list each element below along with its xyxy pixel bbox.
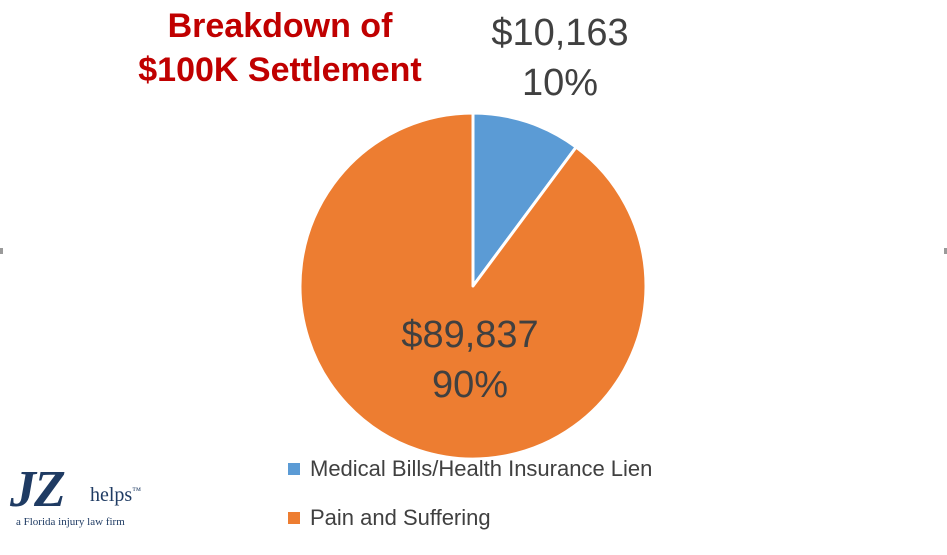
logo-tagline: a Florida injury law firm bbox=[16, 516, 125, 528]
legend: Medical Bills/Health Insurance Lien Pain… bbox=[288, 456, 653, 555]
logo-jz: JZ bbox=[10, 461, 66, 518]
legend-label-medical: Medical Bills/Health Insurance Lien bbox=[310, 456, 653, 481]
edge-handle-left bbox=[0, 248, 3, 254]
chart-title-line-1: Breakdown of bbox=[167, 7, 393, 45]
data-label-medical-amount: $10,163 bbox=[491, 12, 629, 54]
edge-handle-right bbox=[944, 248, 947, 254]
legend-label-pain: Pain and Suffering bbox=[310, 505, 491, 530]
pie-slice-pain bbox=[298, 111, 648, 461]
data-label-medical-percent: 10% bbox=[521, 62, 599, 104]
logo-helps: helps™ bbox=[90, 484, 141, 507]
pie-chart bbox=[298, 111, 648, 461]
data-label-medical: $10,163 10% bbox=[460, 8, 660, 108]
logo-helps-text: helps bbox=[90, 484, 133, 506]
legend-swatch-pain bbox=[288, 512, 300, 524]
logo-trademark: ™ bbox=[132, 485, 142, 496]
data-label-pain-percent: 90% bbox=[431, 364, 509, 406]
data-label-pain: $89,837 90% bbox=[370, 310, 570, 410]
chart-title: Breakdown of $100K Settlement bbox=[100, 4, 460, 92]
chart-title-line-2: $100K Settlement bbox=[138, 51, 422, 89]
pie-slice-medical bbox=[471, 111, 578, 288]
legend-item-pain: Pain and Suffering bbox=[288, 505, 652, 530]
legend-swatch-medical bbox=[288, 463, 300, 475]
legend-item-medical: Medical Bills/Health Insurance Lien bbox=[288, 456, 653, 481]
jz-helps-logo: JZ helps™ a Florida injury law firm bbox=[10, 462, 150, 532]
data-label-pain-amount: $89,837 bbox=[401, 314, 539, 356]
